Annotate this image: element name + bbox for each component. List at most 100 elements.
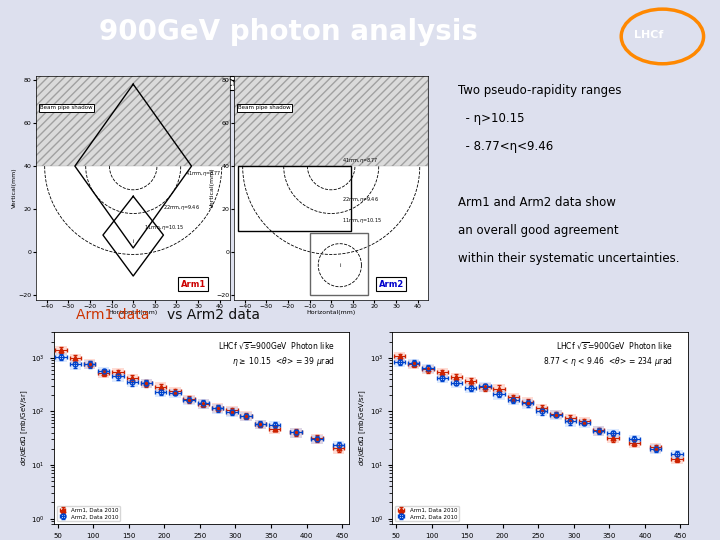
Bar (127, 378, 138, 387)
Text: Beam pipe shadow: Beam pipe shadow (40, 105, 93, 110)
Bar (98, 367, 109, 376)
Bar (169, 389, 181, 398)
Bar (408, 360, 420, 369)
Bar (671, 455, 683, 464)
Bar (394, 352, 405, 362)
Bar (226, 407, 238, 417)
Bar (671, 450, 683, 460)
Bar (480, 383, 490, 393)
Bar (536, 404, 547, 413)
Bar (607, 429, 618, 438)
Bar (269, 424, 280, 434)
Bar (579, 418, 590, 428)
Bar (234, 69, 428, 166)
Bar (226, 406, 238, 416)
Bar (269, 421, 280, 430)
Bar (451, 379, 462, 388)
Bar (310, 233, 368, 295)
Bar (480, 382, 490, 392)
Bar (70, 360, 81, 369)
Bar (629, 439, 640, 448)
Bar (593, 426, 604, 436)
Bar (238, 166, 351, 231)
Text: i: i (339, 263, 341, 268)
Text: 11mm,$\eta$=10.15: 11mm,$\eta$=10.15 (144, 222, 184, 232)
Y-axis label: Vertical(mm): Vertical(mm) (12, 167, 17, 208)
Bar (141, 379, 152, 388)
Legend: Arm1, Data 2010, Arm2, Data 2010: Arm1, Data 2010, Arm2, Data 2010 (57, 506, 120, 521)
Bar (650, 444, 661, 454)
Bar (290, 428, 302, 437)
Bar (522, 397, 534, 407)
Text: $\eta \geq$ 10.15  <$\theta$> = 39 $\mu$rad: $\eta \geq$ 10.15 <$\theta$> = 39 $\mu$r… (232, 355, 334, 368)
Bar (422, 363, 433, 373)
Bar (84, 359, 95, 369)
Bar (333, 444, 344, 454)
Bar (333, 441, 344, 450)
Bar (290, 428, 302, 437)
Text: Two pseudo-rapidity ranges: Two pseudo-rapidity ranges (458, 84, 621, 97)
Bar (493, 384, 505, 394)
Bar (184, 396, 195, 405)
Bar (240, 411, 252, 421)
Bar (629, 435, 640, 444)
Bar (564, 414, 576, 423)
Text: LHCf $\sqrt{s}$=900GeV  Photon like: LHCf $\sqrt{s}$=900GeV Photon like (556, 340, 673, 351)
Bar (240, 412, 252, 421)
Text: Arm1: Arm1 (181, 280, 206, 289)
Text: Beam pipe shadow: Beam pipe shadow (238, 105, 291, 110)
Bar (169, 387, 181, 396)
Bar (55, 353, 67, 362)
Bar (436, 368, 448, 377)
X-axis label: Horizontal(mm): Horizontal(mm) (307, 310, 356, 315)
Bar (312, 435, 323, 444)
Bar (550, 410, 562, 420)
Bar (184, 395, 195, 404)
Bar (508, 393, 519, 403)
Text: - 8.77<η<9.46: - 8.77<η<9.46 (458, 140, 553, 153)
Text: Arm1 and Arm2 data show: Arm1 and Arm2 data show (458, 196, 616, 209)
Bar (55, 346, 67, 355)
Text: LHCf: LHCf (634, 30, 663, 40)
Text: i: i (132, 239, 134, 244)
Text: 8.77 < $\eta$ < 9.46  <$\theta$> = 234 $\mu$rad: 8.77 < $\eta$ < 9.46 <$\theta$> = 234 $\… (543, 355, 673, 368)
Text: within their systematic uncertainties.: within their systematic uncertainties. (458, 252, 680, 265)
X-axis label: Horizontal(mm): Horizontal(mm) (109, 310, 158, 315)
Bar (112, 372, 124, 382)
Bar (493, 390, 505, 400)
Text: 41mm,$\eta$=8.77: 41mm,$\eta$=8.77 (342, 156, 378, 165)
Bar (436, 374, 448, 383)
Text: vs Arm2 data: vs Arm2 data (167, 308, 260, 321)
Bar (465, 384, 477, 393)
Bar (650, 443, 661, 453)
Text: LHCf $\sqrt{s}$=900GeV  Photon like: LHCf $\sqrt{s}$=900GeV Photon like (217, 340, 334, 351)
Bar (394, 357, 405, 367)
Text: - η>10.15: - η>10.15 (458, 112, 524, 125)
Bar (564, 417, 576, 427)
Bar (212, 403, 223, 413)
Text: Arm1 data: Arm1 data (76, 308, 150, 321)
Text: an overall good agreement: an overall good agreement (458, 224, 618, 237)
Text: Arm2: Arm2 (379, 280, 404, 289)
Bar (155, 382, 166, 392)
Bar (141, 379, 152, 388)
Bar (84, 360, 95, 369)
Bar (98, 369, 109, 379)
Bar (408, 359, 420, 368)
Bar (70, 354, 81, 363)
Bar (522, 399, 534, 409)
Bar (255, 420, 266, 429)
Text: Cross section of LHCf detectors: Cross section of LHCf detectors (140, 79, 282, 88)
Bar (536, 407, 547, 416)
Bar (451, 373, 462, 382)
Bar (579, 417, 590, 427)
Bar (155, 387, 166, 397)
Bar (212, 404, 223, 414)
Bar (550, 410, 562, 419)
Legend: Arm1, Data 2010, Arm2, Data 2010: Arm1, Data 2010, Arm2, Data 2010 (395, 506, 459, 521)
Text: 22mm,$\eta$=9.46: 22mm,$\eta$=9.46 (163, 203, 200, 212)
Bar (508, 395, 519, 405)
Bar (198, 399, 209, 409)
Bar (112, 368, 124, 377)
Bar (127, 374, 138, 383)
